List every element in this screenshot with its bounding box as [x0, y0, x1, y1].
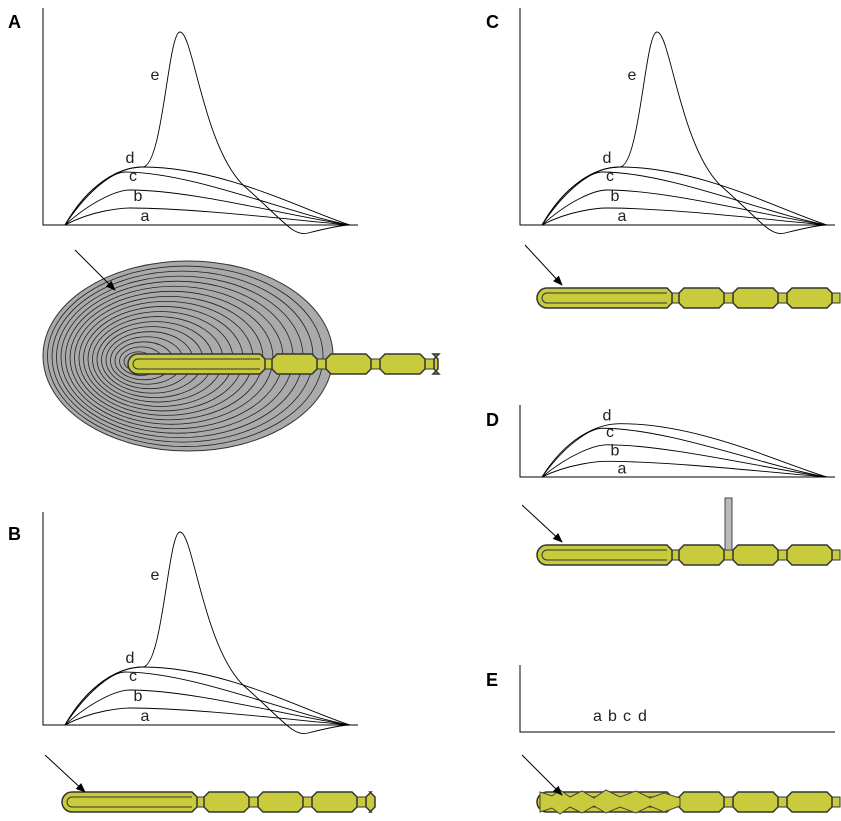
- arrow: [45, 755, 85, 792]
- panel-label: A: [8, 12, 21, 32]
- segment: [258, 792, 303, 812]
- fiber: [537, 288, 840, 308]
- trace: [65, 32, 350, 234]
- curve-label: d: [603, 407, 612, 424]
- segment: [733, 792, 778, 812]
- trace: [65, 690, 350, 725]
- trace: [542, 190, 827, 225]
- segment: [312, 792, 357, 812]
- panel-label: D: [486, 410, 499, 430]
- segment: [537, 288, 672, 308]
- segment: [433, 354, 439, 374]
- segment: [679, 792, 724, 812]
- segment: [679, 288, 724, 308]
- segment: [787, 288, 832, 308]
- curve-label: b: [608, 708, 617, 725]
- curve-label: c: [606, 424, 614, 441]
- segment: [366, 792, 375, 812]
- curve-label: a: [618, 461, 627, 478]
- segment: [272, 354, 317, 374]
- curve-label: a: [141, 208, 150, 225]
- curve-label: a: [141, 708, 150, 725]
- trace: [542, 445, 827, 477]
- trace: [65, 708, 350, 725]
- curve-label: e: [628, 67, 637, 84]
- curve-label: c: [129, 168, 137, 185]
- curve-label: d: [126, 650, 135, 667]
- trace: [542, 32, 827, 234]
- segment: [380, 354, 425, 374]
- curve-label: e: [151, 67, 160, 84]
- curve-label: b: [611, 188, 620, 205]
- curve-label: c: [623, 708, 631, 725]
- arrow: [522, 505, 562, 542]
- traces: [65, 32, 350, 234]
- segment: [679, 545, 724, 565]
- panel-label: C: [486, 12, 499, 32]
- segment: [787, 545, 832, 565]
- axes: [520, 665, 835, 732]
- electrode: [725, 498, 732, 550]
- trace: [65, 532, 350, 734]
- curve-label: a: [593, 708, 602, 725]
- traces: [65, 532, 350, 734]
- axes: [520, 8, 835, 225]
- arrow: [522, 755, 562, 795]
- curve-label: b: [134, 688, 143, 705]
- axes: [43, 8, 358, 225]
- trace: [65, 208, 350, 225]
- axes: [520, 405, 835, 477]
- curve-label: d: [126, 150, 135, 167]
- segment: [204, 792, 249, 812]
- curve-label: c: [129, 668, 137, 685]
- segment: [537, 545, 672, 565]
- segment: [326, 354, 371, 374]
- panel-label: E: [486, 670, 498, 690]
- trace: [542, 461, 827, 477]
- segment: [787, 792, 832, 812]
- traces: [542, 424, 827, 477]
- segment: [62, 792, 197, 812]
- trace: [65, 190, 350, 225]
- fiber: [128, 354, 439, 374]
- curve-label: a: [618, 208, 627, 225]
- traces: [542, 32, 827, 234]
- fiber: [537, 545, 840, 565]
- curve-label: c: [606, 168, 614, 185]
- trace: [542, 208, 827, 225]
- fiber: [62, 792, 375, 812]
- panel-label: B: [8, 524, 21, 544]
- segment: [733, 288, 778, 308]
- curve-label: b: [611, 442, 620, 459]
- segment: [128, 354, 265, 374]
- segment: [733, 545, 778, 565]
- arrow: [525, 245, 562, 285]
- curve-label: d: [603, 150, 612, 167]
- curve-label: b: [134, 188, 143, 205]
- curve-label: d: [638, 708, 647, 725]
- curve-label: e: [151, 567, 160, 584]
- figure: AabcdeBabcdeCabcdeDabcdEabcd: [0, 0, 841, 821]
